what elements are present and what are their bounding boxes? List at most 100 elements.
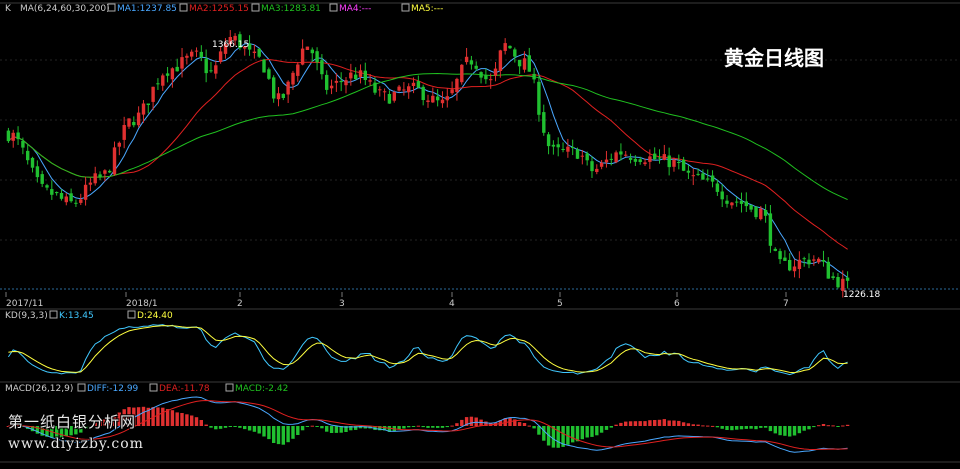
legend-label: MACD:-2.42 [235,384,288,394]
candle [489,73,493,89]
candle-body [681,159,686,171]
candle [508,45,512,49]
macd-bar [739,426,744,430]
macd-bar [720,426,724,429]
macd-bar [112,414,117,426]
macd-bar [715,426,720,428]
candle [281,93,285,101]
candle-body [436,96,440,101]
macd-bar [537,426,541,435]
candle-body [325,74,329,90]
candle [474,61,478,71]
candle-body [223,44,228,54]
candle-body [754,207,758,218]
candle [325,70,329,95]
macd-bar [416,425,421,427]
candle [604,150,609,168]
candle-body [320,60,324,75]
candle [763,204,768,223]
macd-bar [464,417,469,426]
macd-bar [763,426,768,428]
candle-body [161,75,165,86]
macd-bar [431,426,435,428]
candle [681,156,686,172]
candle-body [151,86,155,102]
legend-label: MA5:--- [411,4,443,14]
candle [339,72,343,92]
macd-bar [706,425,710,427]
candle-body [672,159,676,167]
candle [305,46,310,50]
candle [802,256,806,267]
candle-body [657,157,662,159]
candle [146,103,150,114]
candle [199,45,203,62]
legend-label: DEA:-11.78 [159,384,210,394]
candle-body [739,200,744,204]
candle-body [79,199,83,203]
candle-body [821,260,826,262]
legend-checkbox [127,310,136,319]
candle [382,88,387,101]
legend-checkbox [225,383,234,392]
macd-bar [141,406,146,426]
candle [464,48,469,65]
candle [797,251,802,279]
macd-bar [624,421,628,426]
candle-body [117,142,121,147]
candle-body [595,168,599,172]
macd-bar [291,426,295,439]
candle-body [30,157,35,168]
macd-bar [469,416,474,426]
macd-bar [223,426,228,428]
candle-body [546,134,551,147]
candle-body [69,193,73,202]
candle [749,204,753,213]
macd-bar [387,426,392,432]
ma-line [17,72,848,201]
candle-body [493,68,498,76]
macd-bar [300,426,305,431]
candle-body [725,200,729,204]
macd-bar [349,426,353,431]
x-tick-label: 5 [557,299,563,309]
legend-checkbox [179,3,188,12]
candle-body [599,162,604,167]
macd-bar [691,424,695,426]
macd-bar [474,417,478,426]
candle-body [503,43,507,51]
macd-bar [845,424,850,426]
candle [706,169,710,182]
candle [378,86,382,97]
x-tick-labels: 2017/11 2018/1 2 3 4 5 6 7 [5,292,789,309]
candle [730,201,734,209]
watermark-site-name: 第一纸白银分析网 [8,413,137,431]
macd-bar [286,426,290,443]
candle-body [653,153,657,160]
candle [276,87,281,107]
candle [450,81,454,95]
main-legends: MA1:1237.85 MA2:1255.15 MA3:1283.81 MA4:---… [107,3,443,14]
legend-label: MA1:1237.85 [117,4,177,14]
candle [701,169,705,180]
macd-bar [267,426,271,440]
candle [247,35,252,56]
candle-body [233,35,237,41]
candle [792,259,797,278]
macd-bar [831,425,835,427]
macd-bar [35,426,40,434]
candle [209,61,213,73]
macd-bar [590,426,594,437]
candle-body [817,258,821,263]
macd-bar [725,426,729,430]
macd-bar [305,426,310,427]
macd-bar [759,426,763,428]
macd-bar [257,426,261,434]
candle [653,147,657,161]
candle-body [329,85,334,89]
candle [677,154,681,170]
candle-body [127,118,131,127]
candle-body [276,93,281,100]
macd-bar [175,412,179,426]
